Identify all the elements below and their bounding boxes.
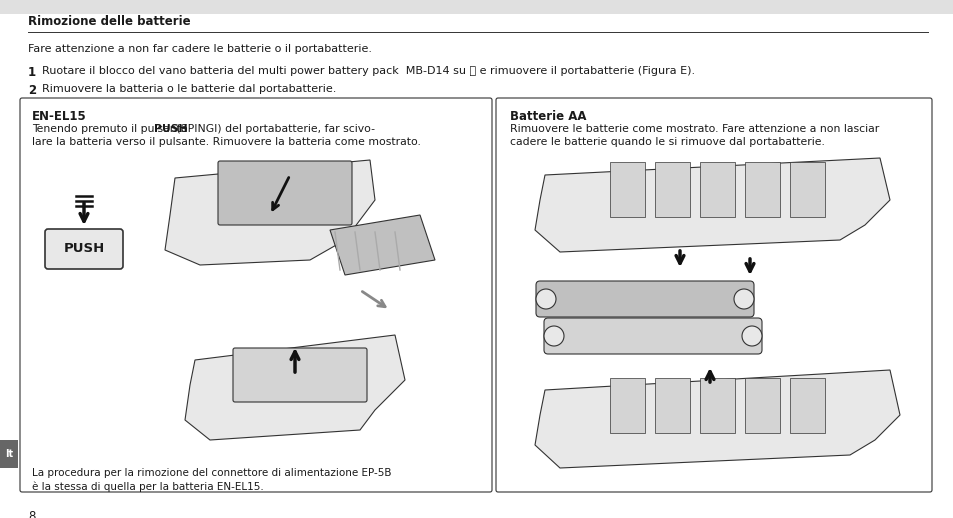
FancyBboxPatch shape <box>789 162 824 217</box>
FancyBboxPatch shape <box>655 378 689 433</box>
FancyBboxPatch shape <box>655 162 689 217</box>
Text: La procedura per la rimozione del connettore di alimentazione EP-5B: La procedura per la rimozione del connet… <box>32 468 391 478</box>
FancyBboxPatch shape <box>536 281 753 317</box>
FancyBboxPatch shape <box>700 378 734 433</box>
Polygon shape <box>165 160 375 265</box>
Circle shape <box>543 326 563 346</box>
FancyBboxPatch shape <box>744 162 780 217</box>
Circle shape <box>741 326 761 346</box>
FancyBboxPatch shape <box>496 98 931 492</box>
FancyBboxPatch shape <box>609 162 644 217</box>
FancyBboxPatch shape <box>609 378 644 433</box>
FancyBboxPatch shape <box>744 378 780 433</box>
Polygon shape <box>185 335 405 440</box>
Text: (SPINGI) del portabatterie, far scivo-: (SPINGI) del portabatterie, far scivo- <box>172 124 375 134</box>
Text: 8: 8 <box>28 510 35 518</box>
FancyBboxPatch shape <box>700 162 734 217</box>
FancyBboxPatch shape <box>233 348 367 402</box>
FancyBboxPatch shape <box>45 229 123 269</box>
FancyBboxPatch shape <box>218 161 352 225</box>
Polygon shape <box>535 370 899 468</box>
Text: Rimuovere le batterie come mostrato. Fare attenzione a non lasciar: Rimuovere le batterie come mostrato. Far… <box>510 124 879 134</box>
Text: Batterie AA: Batterie AA <box>510 110 586 123</box>
Text: It: It <box>5 449 13 459</box>
Circle shape <box>536 289 556 309</box>
Text: 2: 2 <box>28 84 36 97</box>
Text: PUSH: PUSH <box>63 242 105 255</box>
Text: Rimuovere la batteria o le batterie dal portabatterie.: Rimuovere la batteria o le batterie dal … <box>42 84 336 94</box>
Text: Rimozione delle batterie: Rimozione delle batterie <box>28 15 191 28</box>
FancyBboxPatch shape <box>789 378 824 433</box>
FancyBboxPatch shape <box>20 98 492 492</box>
Text: Fare attenzione a non far cadere le batterie o il portabatterie.: Fare attenzione a non far cadere le batt… <box>28 44 372 54</box>
Text: 1: 1 <box>28 66 36 79</box>
Text: Tenendo premuto il pulsante: Tenendo premuto il pulsante <box>32 124 191 134</box>
Text: EN-EL15: EN-EL15 <box>32 110 87 123</box>
Polygon shape <box>535 158 889 252</box>
FancyBboxPatch shape <box>0 440 18 468</box>
Text: lare la batteria verso il pulsante. Rimuovere la batteria come mostrato.: lare la batteria verso il pulsante. Rimu… <box>32 137 420 147</box>
Text: Ruotare il blocco del vano batteria del multi power battery pack  MB-D14 su ⓡ e : Ruotare il blocco del vano batteria del … <box>42 66 695 76</box>
Circle shape <box>733 289 753 309</box>
Text: PUSH: PUSH <box>153 124 187 134</box>
Polygon shape <box>330 215 435 275</box>
Text: è la stessa di quella per la batteria EN-EL15.: è la stessa di quella per la batteria EN… <box>32 481 263 492</box>
FancyBboxPatch shape <box>543 318 761 354</box>
Text: cadere le batterie quando le si rimuove dal portabatterie.: cadere le batterie quando le si rimuove … <box>510 137 824 147</box>
FancyBboxPatch shape <box>0 0 953 14</box>
